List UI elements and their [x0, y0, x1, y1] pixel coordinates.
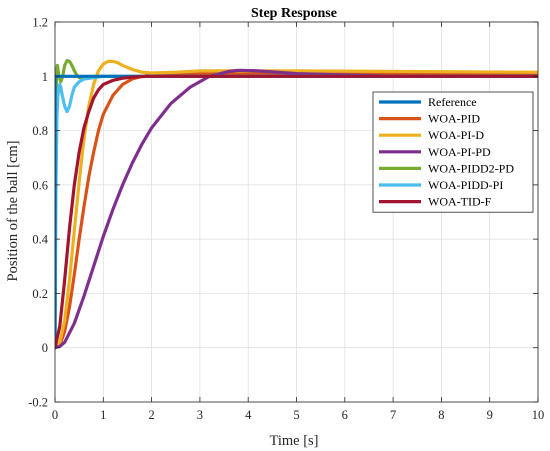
legend: Reference WOA-PID WOA-PI-D WOA-PI-PD WOA-PID…	[372, 91, 534, 213]
series-line-woa-tid-f	[55, 74, 538, 350]
legend-label-woa-pidd-pi: WOA-PIDD-PI	[428, 178, 503, 192]
series-line-woa-pi-d	[55, 59, 538, 350]
x-tick-label: 0	[52, 408, 58, 422]
x-axis-ticks: 0 1 2 3 4 5 6 7 8 9 10	[52, 22, 544, 422]
y-axis-label: Position of the ball [cm]	[5, 141, 21, 282]
series-lines	[55, 58, 538, 350]
chart-title: Step Response	[251, 6, 337, 21]
x-tick-label: 7	[390, 408, 396, 422]
legend-label-woa-tid-f: WOA-TID-F	[428, 195, 492, 209]
x-tick-label: 2	[148, 408, 154, 422]
y-tick-label: -0.2	[28, 396, 48, 410]
series-line-woa-pi-pd	[55, 68, 538, 350]
x-axis-label: Time [s]	[269, 433, 318, 449]
x-tick-label: 8	[438, 408, 444, 422]
series-line-woa-pid	[55, 71, 538, 350]
legend-label-woa-pi-d: WOA-PI-D	[428, 128, 484, 142]
y-tick-label: 0	[42, 341, 48, 355]
y-tick-label: 1.2	[32, 16, 48, 30]
x-tick-label: 5	[293, 408, 299, 422]
y-tick-label: 0.8	[32, 124, 48, 138]
x-tick-label: 3	[197, 408, 203, 422]
legend-label-woa-pid: WOA-PID	[428, 112, 480, 126]
y-tick-label: 1	[42, 70, 48, 84]
x-tick-label: 6	[342, 408, 348, 422]
y-tick-label: 0.4	[32, 233, 48, 247]
x-tick-label: 9	[487, 408, 493, 422]
y-tick-label: 0.2	[32, 287, 48, 301]
x-tick-label: 1	[100, 408, 106, 422]
y-axis-ticks: -0.2 0 0.2 0.4 0.6 0.8 1 1.2	[28, 16, 538, 410]
x-tick-label: 10	[532, 408, 545, 422]
y-tick-label: 0.6	[32, 178, 48, 192]
legend-label-woa-pidd2-pd: WOA-PIDD2-PD	[428, 161, 514, 175]
legend-label-woa-pi-pd: WOA-PI-PD	[428, 145, 491, 159]
legend-label-reference: Reference	[428, 95, 477, 109]
x-tick-label: 4	[245, 408, 252, 422]
